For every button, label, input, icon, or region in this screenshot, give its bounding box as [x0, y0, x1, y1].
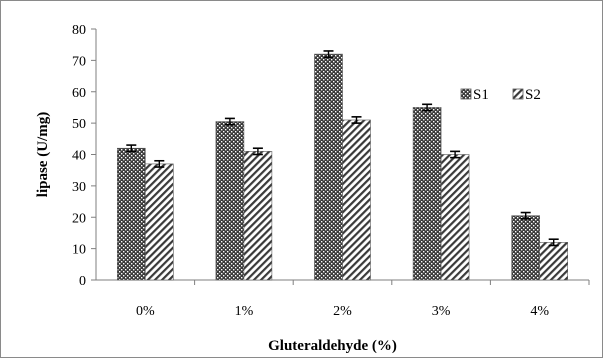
bar-s2 [145, 163, 174, 281]
bar-s1 [511, 215, 541, 281]
legend-swatch-s2 [512, 88, 524, 100]
legend-label-s2: S2 [525, 87, 541, 103]
x-tick-label: 3% [432, 304, 451, 319]
bar-s1 [215, 121, 245, 281]
legend: S1 S2 [460, 87, 541, 103]
bar-s1 [412, 107, 442, 281]
bar-s2 [440, 154, 470, 281]
bars [117, 50, 569, 281]
y-tick-label: 0 [79, 274, 86, 289]
labels: 0 10 20 30 40 50 60 70 80 0% 1% 2% 3% 4% Gluteraldehyd… [35, 23, 549, 354]
y-tick-label: 70 [72, 54, 86, 69]
bar-s2 [342, 119, 371, 281]
legend-swatch-s1 [460, 88, 472, 100]
y-tick-label: 40 [72, 149, 86, 164]
y-axis-title: lipase (U/mg) [35, 112, 51, 197]
y-tick-label: 50 [72, 117, 86, 132]
bar-s1 [117, 147, 146, 281]
x-tick-label: 0% [136, 304, 155, 319]
x-tick-label: 4% [530, 304, 549, 319]
y-tick-label: 10 [72, 243, 86, 258]
x-tick-label: 1% [235, 304, 254, 319]
y-tick-label: 30 [72, 180, 86, 195]
bar-s1 [314, 53, 343, 281]
legend-label-s1: S1 [473, 87, 489, 103]
x-axis-title: Gluteraldehyde (%) [268, 338, 397, 354]
axes [91, 28, 590, 285]
x-tick-label: 2% [333, 304, 352, 319]
y-tick-label: 80 [72, 23, 86, 38]
y-tick-label: 20 [72, 211, 86, 226]
y-tick-label: 60 [72, 86, 86, 101]
bar-s2 [243, 151, 273, 281]
bar-s2 [539, 242, 569, 281]
